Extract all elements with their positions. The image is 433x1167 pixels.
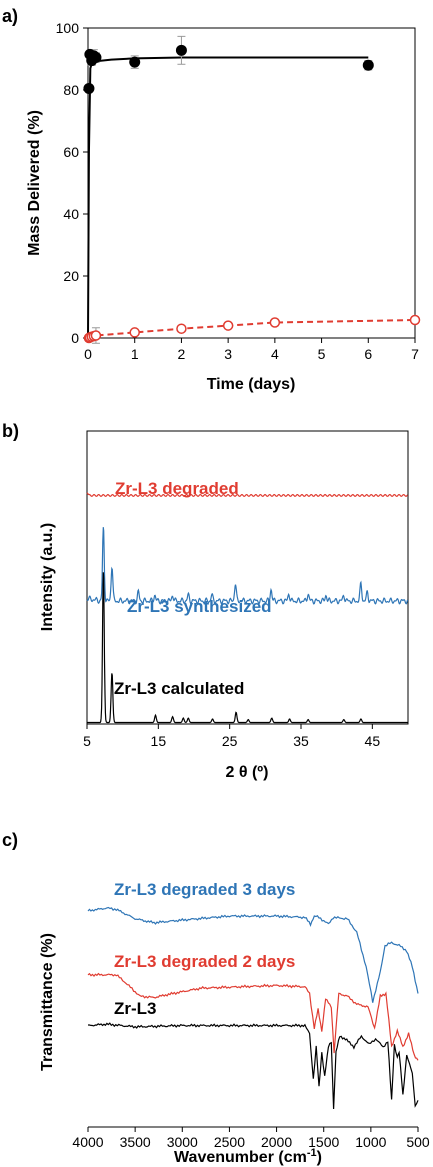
panel-a-black-point xyxy=(175,44,187,56)
panel-b-label: b) xyxy=(2,421,19,441)
panel-a-y-tick-label: 20 xyxy=(63,268,79,284)
panel-c-label: c) xyxy=(2,830,18,850)
panel-c-spectrum-line xyxy=(87,906,419,1003)
panel-a-x-tick-label: 3 xyxy=(224,346,232,362)
panel-b-series-label: Zr-L3 calculated xyxy=(114,679,244,698)
panel-a-x-tick-label: 4 xyxy=(271,346,279,362)
panel-c-x-tick-label: 1500 xyxy=(308,1134,339,1150)
panel-c-spectrum-line xyxy=(88,1022,419,1110)
panel-a-black-point xyxy=(362,59,374,71)
panel-a-x-axis-title: Time (days) xyxy=(207,376,296,393)
panel-a-x-tick-label: 2 xyxy=(178,346,186,362)
panel-a-red-point xyxy=(409,314,421,326)
panel-a-black-point xyxy=(83,82,95,94)
panel-a-y-tick-label: 0 xyxy=(71,330,79,346)
panel-a-red-point xyxy=(222,320,234,331)
panel-b-pattern-line xyxy=(86,492,408,497)
panel-b-plot-frame xyxy=(86,430,409,725)
panel-c-x-tick-label: 4000 xyxy=(72,1134,103,1150)
panel-a-x-tick-label: 1 xyxy=(131,346,139,362)
panel-b-pattern-line xyxy=(87,572,408,724)
panel-c-x-tick-label: 500 xyxy=(406,1134,430,1150)
panel-c-ftir: c) 4000 3500 3000 2500 2000 1500 1000 500 Zr-L3… xyxy=(2,830,430,1166)
panel-c-x-tick-label: 3500 xyxy=(120,1134,151,1150)
panel-a-y-axis-title: Mass Delivered (%) xyxy=(26,110,43,256)
panel-c-y-axis-title: Transmittance (%) xyxy=(39,933,56,1071)
panel-a-red-point xyxy=(129,327,140,338)
panel-b-xrd: b) 5 15 25 35 45 Zr-L3 degraded Zr-L3 synthes… xyxy=(2,421,409,781)
panel-a-x-tick-label: 0 xyxy=(84,346,92,362)
panel-c-x-tick-label: 3000 xyxy=(167,1134,198,1150)
panel-b-x-tick-label: 25 xyxy=(222,733,238,749)
panel-a-y-tick-label: 60 xyxy=(63,144,79,160)
panel-b-series-label: Zr-L3 synthesized xyxy=(127,597,272,616)
panel-c-x-tick-label: 2500 xyxy=(214,1134,245,1150)
panel-b-x-tick-label: 45 xyxy=(365,733,381,749)
panel-b-series-label: Zr-L3 degraded xyxy=(115,479,239,498)
panel-a-black-fit-line xyxy=(87,56,369,339)
panel-a-x-tick-label: 6 xyxy=(364,346,372,362)
panel-a-plot-frame xyxy=(87,27,416,339)
panel-a-y-tick-label: 40 xyxy=(63,206,79,222)
panel-c-series-label: Zr-L3 degraded 2 days xyxy=(114,952,295,971)
panel-a-black-point xyxy=(129,56,141,68)
panel-a-x-tick-label: 7 xyxy=(411,346,419,362)
panel-c-spectrum-line xyxy=(87,972,419,1061)
panel-a-y-tick-label: 80 xyxy=(63,82,79,98)
panel-c-x-axis-title: Wavenumber (cm-1) xyxy=(174,1147,322,1166)
panel-b-x-tick-label: 15 xyxy=(151,733,167,749)
panel-a-red-point xyxy=(176,323,187,334)
panel-b-x-axis-title: 2 θ (º) xyxy=(226,764,269,781)
panel-a-x-tick-label: 5 xyxy=(318,346,326,362)
panel-c-series-label: Zr-L3 degraded 3 days xyxy=(114,880,295,899)
panel-b-pattern-line xyxy=(86,527,409,605)
panel-b-x-tick-label: 35 xyxy=(293,733,309,749)
panel-b-x-tick-label: 5 xyxy=(83,733,91,749)
panel-a-red-point xyxy=(269,317,281,328)
panel-c-x-tick-label: 1000 xyxy=(355,1134,386,1150)
panel-a-black-point xyxy=(90,51,102,63)
panel-b-y-axis-title: Intensity (a.u.) xyxy=(39,523,56,631)
panel-c-series-label: Zr-L3 xyxy=(114,999,157,1018)
panel-a-mass-delivered: a) 0 1 2 3 4 5 6 7 0 20 40 60 80 100 Time (days) Mass… xyxy=(2,6,421,393)
panel-a-red-point xyxy=(90,330,102,341)
panel-a-y-tick-label: 100 xyxy=(56,20,80,36)
panel-a-label: a) xyxy=(2,6,18,26)
panel-c-x-tick-label: 2000 xyxy=(261,1134,292,1150)
